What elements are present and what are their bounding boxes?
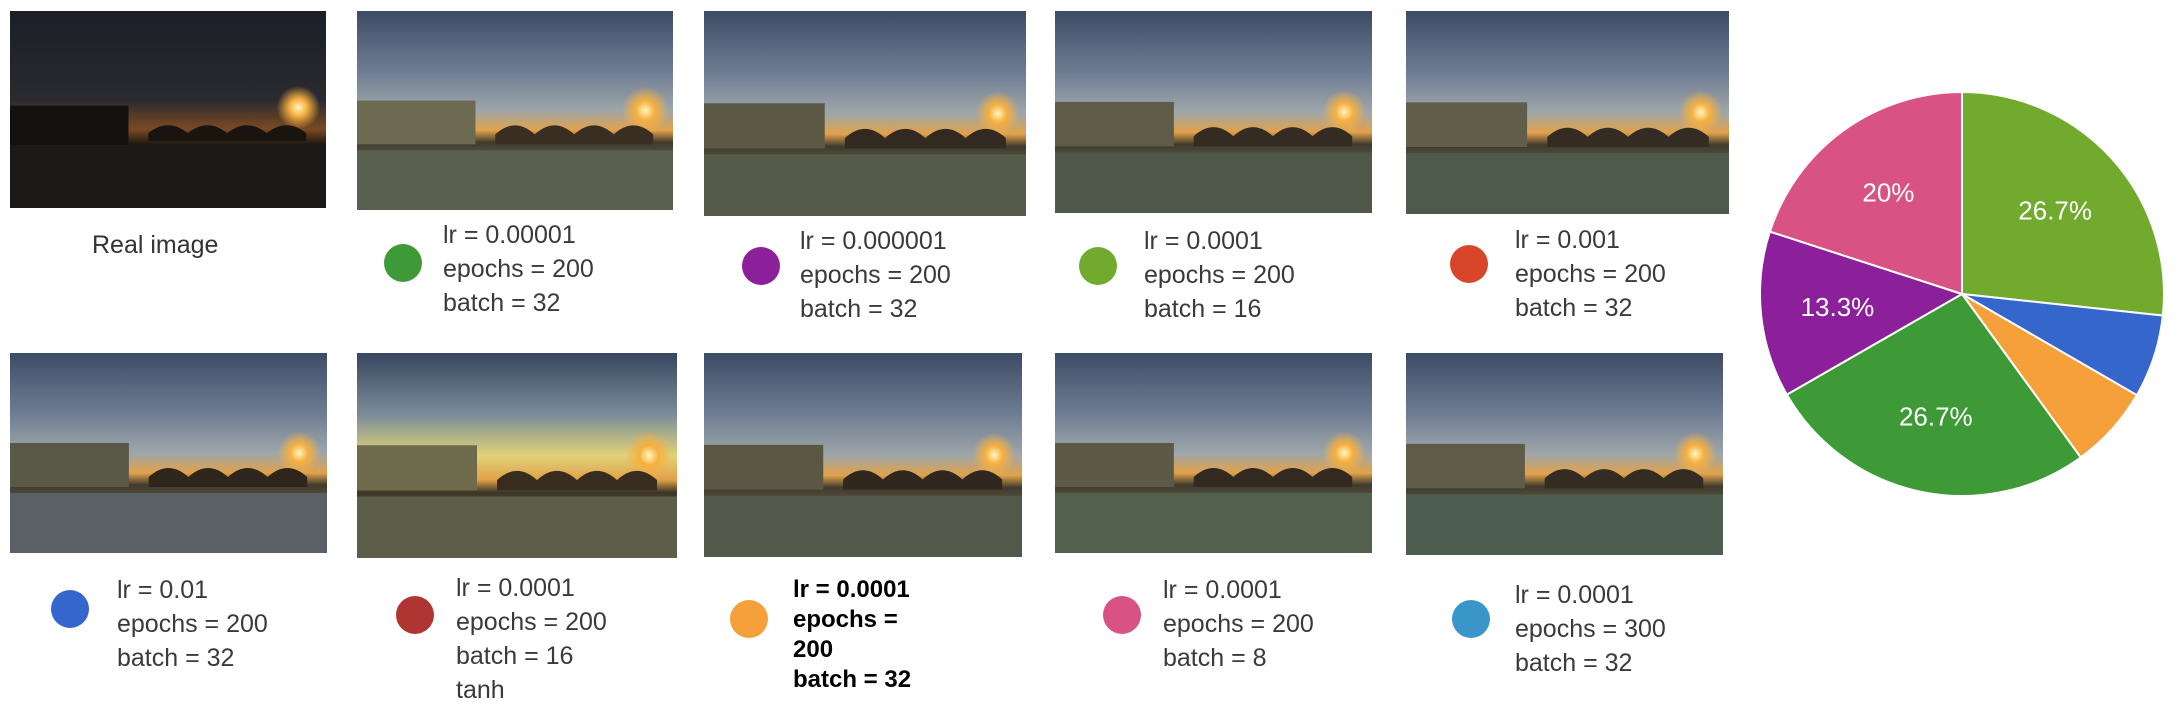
legend-line: batch = 32 — [117, 644, 235, 672]
legend-color-dot — [742, 247, 780, 285]
legend-line: epochs = 200 — [1144, 261, 1295, 289]
legend-entry: lr = 0.0001 epochs = 200 batch = 16 tanh — [456, 571, 607, 707]
landscape-image — [1406, 353, 1723, 555]
landscape-image — [704, 11, 1026, 216]
generated-image-thumbnail — [1406, 11, 1729, 214]
legend-color-dot — [730, 600, 768, 638]
pie-slice — [1785, 292, 2083, 497]
legend-line: batch = 32 — [1515, 649, 1633, 677]
pie-slice-label: 26.7% — [1899, 401, 1973, 431]
real-image-caption: Real image — [92, 231, 219, 259]
legend-line: lr = 0.0001 — [456, 574, 575, 602]
generated-image-thumbnail — [10, 353, 327, 553]
legend-line: batch = 32 — [1515, 294, 1633, 322]
legend-entry: lr = 0.0001 epochs = 200 batch = 8 — [1163, 573, 1314, 675]
legend-line: epochs = 200 — [456, 608, 607, 636]
legend-line: lr = 0.000001 — [800, 227, 947, 255]
legend-entry: lr = 0.0001 epochs = 200 batch = 16 — [1144, 224, 1295, 326]
generated-image-thumbnail — [1055, 11, 1372, 213]
legend-line: lr = 0.0001 — [1144, 227, 1263, 255]
legend-entry: lr = 0.00001 epochs = 200 batch = 32 — [443, 218, 594, 320]
legend-color-dot — [1452, 600, 1490, 638]
landscape-image — [704, 353, 1022, 557]
legend-line: batch = 32 — [793, 666, 912, 693]
legend-line: epochs = 200 — [443, 255, 594, 283]
pie-slice-label: 26.7% — [2018, 195, 2092, 225]
legend-color-dot — [1103, 596, 1141, 634]
legend-line: batch = 8 — [1163, 644, 1267, 672]
pie-slice — [1961, 90, 2165, 317]
legend-color-dot — [1450, 245, 1488, 283]
legend-color-dot — [1079, 247, 1117, 285]
pie-slice — [1759, 230, 1965, 396]
legend-line: lr = 0.0001 — [1515, 581, 1634, 609]
legend-line: epochs = — [793, 606, 898, 633]
legend-entry: lr = 0.01 epochs = 200 batch = 32 — [117, 573, 268, 675]
pie-slice-label: 13.3% — [1801, 292, 1875, 322]
legend-line: batch = 32 — [443, 289, 561, 317]
legend-line: 200 — [793, 636, 834, 663]
generated-image-thumbnail — [1406, 353, 1723, 555]
legend-line: lr = 0.0001 — [1163, 576, 1282, 604]
legend-line: batch = 16 — [456, 642, 574, 670]
pie-slice-label: 20% — [1862, 178, 1914, 208]
real-image-thumbnail — [10, 11, 326, 208]
legend-entry-highlighted: lr = 0.0001 epochs = 200 batch = 32 — [793, 575, 943, 695]
landscape-image — [1055, 11, 1372, 213]
landscape-image — [1055, 353, 1372, 553]
generated-image-thumbnail — [704, 353, 1022, 557]
generated-image-thumbnail — [1055, 353, 1372, 553]
legend-line: lr = 0.001 — [1515, 226, 1620, 254]
legend-entry: lr = 0.000001 epochs = 200 batch = 32 — [800, 224, 951, 326]
legend-entry: lr = 0.0001 epochs = 300 batch = 32 — [1515, 578, 1666, 680]
legend-color-dot — [51, 590, 89, 628]
pie-slice — [1768, 90, 1963, 296]
legend-line: epochs = 200 — [117, 610, 268, 638]
landscape-image — [10, 11, 326, 208]
legend-color-dot — [396, 596, 434, 634]
legend-line: epochs = 200 — [1163, 610, 1314, 638]
legend-color-dot — [384, 244, 422, 282]
legend-line: lr = 0.01 — [117, 576, 209, 604]
legend-line: epochs = 200 — [1515, 260, 1666, 288]
pie-chart: 26.7% 26.7% 13.3% 20% — [1759, 90, 2165, 497]
legend-line: tanh — [456, 676, 505, 704]
legend-line: lr = 0.0001 — [793, 576, 910, 603]
legend-entry: lr = 0.001 epochs = 200 batch = 32 — [1515, 223, 1666, 325]
legend-line: epochs = 300 — [1515, 615, 1666, 643]
legend-line: lr = 0.00001 — [443, 221, 576, 249]
legend-line: batch = 16 — [1144, 295, 1262, 323]
landscape-image — [10, 353, 327, 553]
landscape-image — [1406, 11, 1729, 214]
legend-line: epochs = 200 — [800, 261, 951, 289]
legend-line: batch = 32 — [800, 295, 918, 323]
landscape-image — [357, 11, 673, 210]
landscape-image — [357, 353, 677, 558]
generated-image-thumbnail — [357, 11, 673, 210]
generated-image-thumbnail — [357, 353, 677, 558]
generated-image-thumbnail — [704, 11, 1026, 216]
